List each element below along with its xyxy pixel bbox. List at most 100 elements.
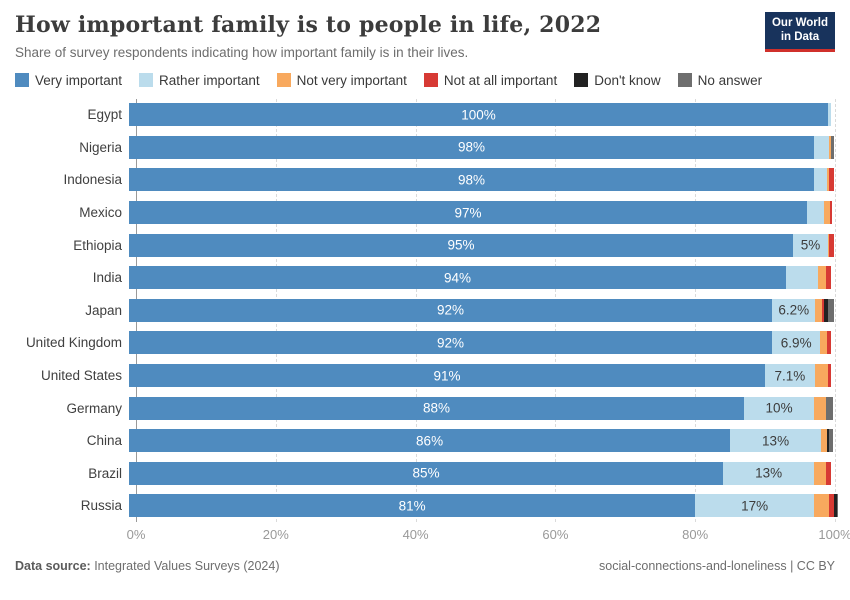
bar-segment-rather-important[interactable] bbox=[807, 201, 824, 225]
bar-segment-rather-important[interactable] bbox=[828, 103, 831, 127]
legend-item-not-at-all-important[interactable]: Not at all important bbox=[423, 72, 558, 88]
bar-segment-very-important[interactable] bbox=[129, 429, 731, 453]
legend-swatch-icon bbox=[677, 73, 692, 87]
bar-ethiopia: 95% 5% bbox=[129, 233, 834, 257]
chart-row-ethiopia: Ethiopia 95% 5% bbox=[15, 229, 835, 262]
bar-segment-not-very-important[interactable] bbox=[814, 396, 826, 420]
bar-segment-don-t-know[interactable] bbox=[826, 429, 829, 453]
bar-segments bbox=[129, 298, 835, 322]
legend-item-not-very-important[interactable]: Not very important bbox=[276, 73, 407, 88]
bar-segment-very-important[interactable] bbox=[129, 364, 766, 388]
bar-segment-not-at-all-important[interactable] bbox=[825, 461, 832, 485]
bar-segment-rather-important[interactable] bbox=[744, 396, 814, 420]
bar-segment-very-important[interactable] bbox=[129, 396, 745, 420]
bar-segment-no-answer[interactable] bbox=[828, 429, 833, 453]
bar-segments bbox=[129, 135, 835, 159]
bar-segment-no-answer[interactable] bbox=[837, 494, 839, 518]
bar-segment-no-answer[interactable] bbox=[831, 135, 835, 159]
bar-segment-very-important[interactable] bbox=[129, 233, 794, 257]
bar-segment-rather-important[interactable] bbox=[765, 364, 815, 388]
bar-segment-not-very-important[interactable] bbox=[814, 494, 830, 518]
bar-segment-not-at-all-important[interactable] bbox=[827, 364, 831, 388]
bar-segment-rather-important[interactable] bbox=[730, 429, 821, 453]
bar-segment-very-important[interactable] bbox=[129, 266, 787, 290]
bar-united-states: 91% 7.1% bbox=[129, 364, 831, 388]
bar-segment-not-very-important[interactable] bbox=[826, 168, 830, 192]
bar-segment-very-important[interactable] bbox=[129, 461, 724, 485]
chart-row-china: China 86% 13% bbox=[15, 424, 835, 457]
bar-segments bbox=[129, 103, 831, 127]
bar-segment-not-very-important[interactable] bbox=[820, 429, 827, 453]
bar-segment-not-very-important[interactable] bbox=[827, 233, 830, 257]
bar-segment-not-very-important[interactable] bbox=[817, 266, 826, 290]
bar-segment-no-answer[interactable] bbox=[827, 298, 835, 322]
chart-row-nigeria: Nigeria 98% bbox=[15, 131, 835, 164]
bar-segments bbox=[129, 201, 833, 225]
chart-row-egypt: Egypt 100% bbox=[15, 99, 835, 132]
bar-segment-very-important[interactable] bbox=[129, 168, 815, 192]
country-label: Germany bbox=[66, 400, 122, 416]
bar-segment-not-very-important[interactable] bbox=[814, 364, 828, 388]
country-label: Ethiopia bbox=[73, 237, 122, 253]
bar-segment-very-important[interactable] bbox=[129, 201, 808, 225]
bar-segment-not-at-all-important[interactable] bbox=[825, 266, 832, 290]
chart-row-germany: Germany 88% 10% bbox=[15, 392, 835, 425]
bar-segments bbox=[129, 364, 831, 388]
bar-segment-very-important[interactable] bbox=[129, 135, 815, 159]
data-source-label: Data source: bbox=[15, 559, 91, 574]
legend-swatch-icon bbox=[139, 73, 154, 87]
legend-item-very-important[interactable]: Very important bbox=[15, 73, 122, 88]
bar-segment-very-important[interactable] bbox=[129, 331, 773, 355]
bar-segment-don-t-know[interactable] bbox=[824, 298, 828, 322]
bar-segment-very-important[interactable] bbox=[129, 103, 828, 127]
bar-segment-not-very-important[interactable] bbox=[820, 331, 827, 355]
legend-swatch-icon bbox=[574, 73, 589, 87]
legend-swatch-icon bbox=[15, 73, 29, 87]
bar-segment-not-at-all-important[interactable] bbox=[830, 201, 833, 225]
bar-segment-not-at-all-important[interactable] bbox=[829, 494, 834, 518]
country-label: Mexico bbox=[79, 205, 122, 221]
bar-egypt: 100% bbox=[129, 103, 831, 127]
x-tick-label-60: 60% bbox=[542, 527, 569, 543]
chart-row-brazil: Brazil 85% 13% bbox=[15, 457, 835, 490]
bar-segment-don-t-know[interactable] bbox=[833, 494, 838, 518]
bar-segment-not-at-all-important[interactable] bbox=[826, 331, 832, 355]
bar-segment-no-answer[interactable] bbox=[825, 396, 833, 420]
chart-footer: Data source: Integrated Values Surveys (… bbox=[15, 559, 835, 573]
bar-segment-very-important[interactable] bbox=[129, 298, 773, 322]
bar-segment-rather-important[interactable] bbox=[772, 298, 816, 322]
bar-segment-not-very-important[interactable] bbox=[814, 461, 826, 485]
bar-japan: 92% 6.2% bbox=[129, 298, 835, 322]
legend-item-label: Not at all important bbox=[443, 72, 558, 88]
bar-united-kingdom: 92% 6.9% bbox=[129, 331, 832, 355]
legend-item-don-t-know[interactable]: Don't know bbox=[574, 72, 661, 88]
bar-segments bbox=[129, 331, 832, 355]
legend-item-no-answer[interactable]: No answer bbox=[677, 72, 763, 88]
bar-segment-not-very-important[interactable] bbox=[829, 135, 832, 159]
bar-segment-rather-important[interactable] bbox=[723, 461, 814, 485]
bar-segment-not-at-all-important[interactable] bbox=[822, 298, 825, 322]
chart-row-japan: Japan 92% 6.2% bbox=[15, 294, 835, 327]
legend: Very important Rather important Not very i… bbox=[15, 73, 835, 88]
bar-segment-rather-important[interactable] bbox=[772, 331, 821, 355]
bar-segment-not-at-all-important[interactable] bbox=[829, 233, 834, 257]
legend-swatch-icon bbox=[276, 73, 291, 87]
bar-segment-rather-important[interactable] bbox=[786, 266, 818, 290]
bar-china: 86% 13% bbox=[129, 429, 833, 453]
legend-swatch-icon bbox=[423, 73, 438, 87]
bar-segment-rather-important[interactable] bbox=[793, 233, 828, 257]
bar-segment-rather-important[interactable] bbox=[814, 135, 830, 159]
bar-segment-rather-important[interactable] bbox=[814, 168, 827, 192]
bar-segment-rather-important[interactable] bbox=[695, 494, 815, 518]
legend-item-label: Don't know bbox=[594, 72, 661, 88]
license-link[interactable]: social-connections-and-loneliness | CC B… bbox=[599, 559, 835, 574]
legend-item-rather-important[interactable]: Rather important bbox=[139, 73, 260, 88]
bar-segment-not-at-all-important[interactable] bbox=[829, 168, 835, 192]
bar-segments bbox=[129, 233, 834, 257]
owid-logo-line2: in Data bbox=[780, 30, 820, 43]
legend-item-label: No answer bbox=[697, 72, 763, 88]
owid-logo[interactable]: Our World in Data bbox=[764, 12, 835, 52]
bar-segment-very-important[interactable] bbox=[129, 494, 696, 518]
bar-segment-not-very-important[interactable] bbox=[815, 298, 823, 322]
bar-segment-not-very-important[interactable] bbox=[823, 201, 831, 225]
